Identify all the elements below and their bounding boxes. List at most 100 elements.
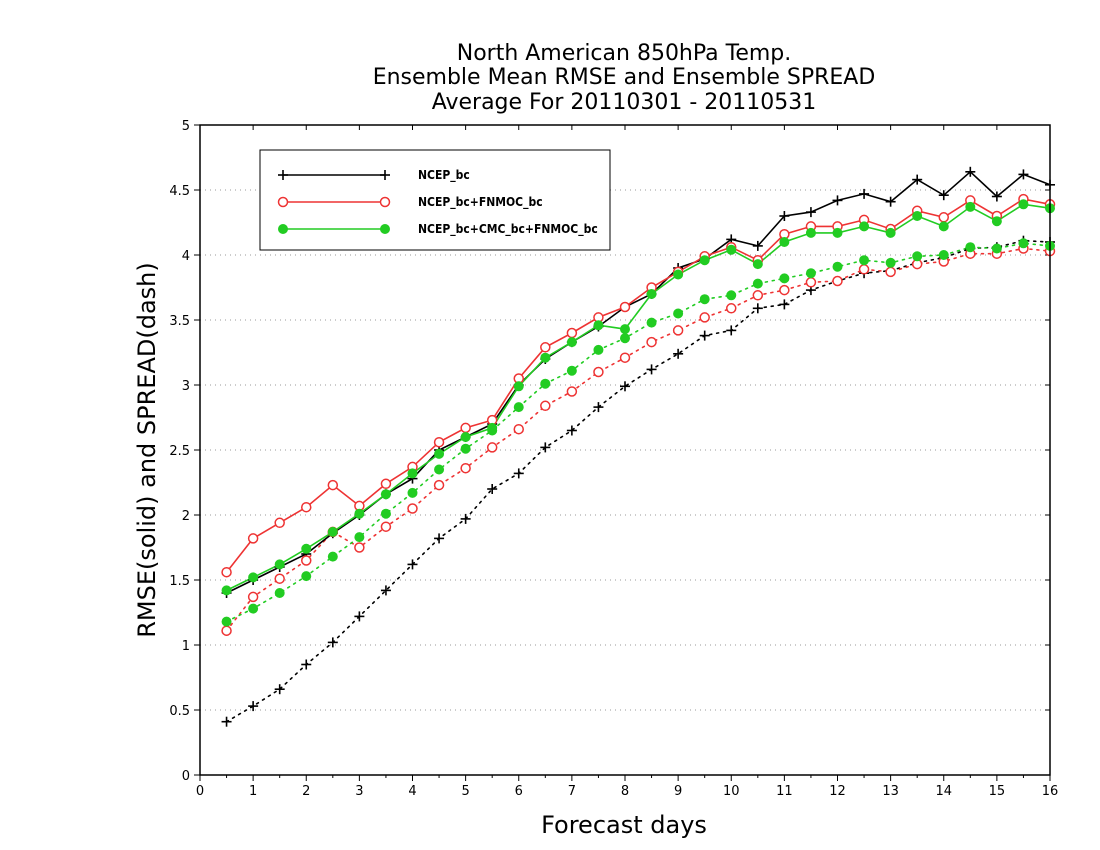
point-ncep-bc-cmc-bc-fnmoc-bc-rmse: [779, 237, 790, 247]
point-ncep-bc-spread: [327, 637, 338, 648]
point-ncep-bc-cmc-bc-fnmoc-bc-rmse: [354, 508, 365, 519]
y-tick-label: 1.5: [169, 574, 190, 589]
point-ncep-bc-spread: [248, 701, 259, 712]
point-ncep-bc-rmse: [859, 188, 870, 199]
x-tick-label: 6: [515, 784, 523, 799]
point-ncep-bc-fnmoc-bc-spread: [460, 462, 471, 474]
point-ncep-bc-rmse: [912, 174, 923, 185]
point-ncep-bc-cmc-bc-fnmoc-bc-spread: [460, 443, 471, 454]
legend-entry-ncep-bc-fnmoc-bc: NCEP_bc+FNMOC_bc: [277, 195, 543, 210]
legend-marker-right: [380, 224, 390, 234]
point-ncep-bc-cmc-bc-fnmoc-bc-spread: [912, 251, 923, 262]
point-ncep-bc-cmc-bc-fnmoc-bc-rmse: [991, 216, 1002, 227]
legend: NCEP_bc NCEP_bc+FNMOC_bc NCEP_bc+CMC_bc+FN…: [259, 149, 611, 251]
legend-label: NCEP_bc+CMC_bc+FNMOC_bc: [418, 222, 598, 237]
chart-title: North American 850hPa Temp. Ensemble Mea…: [373, 41, 876, 115]
point-ncep-bc-cmc-bc-fnmoc-bc-spread: [1018, 238, 1029, 249]
point-ncep-bc-fnmoc-bc-spread: [646, 336, 657, 348]
point-ncep-bc-cmc-bc-fnmoc-bc-spread: [301, 571, 312, 582]
x-tick-label: 4: [408, 784, 416, 799]
point-ncep-bc-fnmoc-bc-spread: [354, 542, 365, 553]
point-ncep-bc-fnmoc-bc-spread: [540, 400, 551, 412]
point-ncep-bc-cmc-bc-fnmoc-bc-rmse: [301, 543, 312, 554]
point-ncep-bc-fnmoc-bc-spread: [726, 303, 737, 314]
point-ncep-bc-cmc-bc-fnmoc-bc-spread: [752, 278, 763, 289]
point-ncep-bc-rmse: [805, 207, 816, 218]
point-ncep-bc-cmc-bc-fnmoc-bc-spread: [699, 294, 710, 305]
y-tick-label: 1: [182, 639, 190, 654]
point-ncep-bc-spread: [699, 330, 710, 341]
legend-marker-left: [278, 170, 288, 180]
point-ncep-bc-cmc-bc-fnmoc-bc-spread: [540, 378, 551, 389]
point-ncep-bc-cmc-bc-fnmoc-bc-rmse: [221, 585, 232, 596]
point-ncep-bc-spread: [407, 559, 418, 570]
point-ncep-bc-cmc-bc-fnmoc-bc-rmse: [699, 255, 710, 266]
point-ncep-bc-cmc-bc-fnmoc-bc-spread: [221, 616, 232, 627]
legend-box: [259, 149, 611, 251]
point-ncep-bc-cmc-bc-fnmoc-bc-spread: [859, 255, 870, 266]
legend-label: NCEP_bc: [418, 168, 470, 183]
point-ncep-bc-cmc-bc-fnmoc-bc-spread: [938, 250, 949, 260]
point-ncep-bc-fnmoc-bc-spread: [752, 290, 764, 301]
point-ncep-bc-cmc-bc-fnmoc-bc-rmse: [487, 422, 498, 433]
x-tick-label: 15: [989, 784, 1006, 799]
point-ncep-bc-spread: [646, 364, 657, 375]
x-tick-label: 7: [568, 784, 576, 799]
point-ncep-bc-fnmoc-bc-rmse: [619, 301, 631, 313]
chart-title-line-1: North American 850hPa Temp.: [457, 41, 792, 66]
point-ncep-bc-cmc-bc-fnmoc-bc-rmse: [646, 289, 657, 299]
point-ncep-bc-cmc-bc-fnmoc-bc-rmse: [407, 468, 418, 479]
point-ncep-bc-cmc-bc-fnmoc-bc-spread: [965, 242, 976, 253]
point-ncep-bc-cmc-bc-fnmoc-bc-rmse: [805, 227, 816, 238]
point-ncep-bc-fnmoc-bc-rmse: [540, 342, 551, 353]
point-ncep-bc-fnmoc-bc-spread: [486, 442, 498, 453]
point-ncep-bc-fnmoc-bc-rmse: [301, 501, 312, 513]
y-axis-label: RMSE(solid) and SPREAD(dash): [133, 262, 161, 638]
y-tick-label: 2: [182, 509, 190, 524]
chart-title-line-3: Average For 20110301 - 20110531: [432, 90, 817, 115]
point-ncep-bc-fnmoc-bc-spread: [513, 423, 524, 435]
point-ncep-bc-fnmoc-bc-spread: [699, 312, 710, 323]
point-ncep-bc-cmc-bc-fnmoc-bc-spread: [620, 333, 630, 344]
point-ncep-bc-cmc-bc-fnmoc-bc-rmse: [673, 269, 684, 280]
series-ncep-bc-cmc-bc-fnmoc-bc-rmse-line: [226, 203, 1051, 592]
point-ncep-bc-spread: [274, 684, 285, 695]
point-ncep-bc-fnmoc-bc-rmse: [380, 478, 392, 490]
point-ncep-bc-spread: [593, 402, 604, 413]
point-ncep-bc-rmse: [938, 190, 949, 201]
point-ncep-bc-cmc-bc-fnmoc-bc-spread: [274, 588, 285, 598]
legend-entry-ncep-bc: NCEP_bc: [278, 168, 470, 183]
point-ncep-bc-fnmoc-bc-spread: [566, 386, 578, 397]
point-ncep-bc-spread: [566, 425, 577, 436]
point-ncep-bc-cmc-bc-fnmoc-bc-rmse: [434, 448, 445, 459]
legend-marker-left: [278, 224, 288, 234]
point-ncep-bc-fnmoc-bc-spread: [274, 573, 285, 584]
x-tick-label: 0: [196, 784, 204, 799]
point-ncep-bc-fnmoc-bc-rmse: [460, 422, 471, 434]
x-tick-label: 5: [461, 784, 469, 799]
point-ncep-bc-cmc-bc-fnmoc-bc-rmse: [912, 211, 923, 221]
point-ncep-bc-fnmoc-bc-spread: [433, 479, 445, 491]
y-tick-label: 0: [182, 769, 190, 784]
point-ncep-bc-cmc-bc-fnmoc-bc-spread: [726, 290, 737, 301]
point-ncep-bc-cmc-bc-fnmoc-bc-rmse: [726, 244, 737, 255]
x-tick-label: 14: [935, 784, 952, 799]
point-ncep-bc-cmc-bc-fnmoc-bc-rmse: [380, 489, 391, 500]
point-ncep-bc-cmc-bc-fnmoc-bc-spread: [673, 308, 684, 319]
point-ncep-bc-cmc-bc-fnmoc-bc-spread: [779, 273, 790, 284]
x-tick-label: 1: [249, 784, 257, 799]
point-ncep-bc-fnmoc-bc-spread: [779, 284, 790, 296]
x-tick-label: 8: [621, 784, 629, 799]
point-ncep-bc-cmc-bc-fnmoc-bc-spread: [434, 464, 445, 475]
y-tick-label: 0.5: [169, 704, 190, 719]
legend-marker-left: [277, 196, 289, 208]
point-ncep-bc-rmse: [832, 195, 843, 206]
point-ncep-bc-spread: [752, 303, 763, 314]
point-ncep-bc-spread: [380, 585, 391, 596]
point-ncep-bc-cmc-bc-fnmoc-bc-spread: [566, 365, 577, 376]
point-ncep-bc-cmc-bc-fnmoc-bc-rmse: [885, 227, 896, 238]
point-ncep-bc-cmc-bc-fnmoc-bc-rmse: [327, 526, 338, 537]
point-ncep-bc-fnmoc-bc-spread: [805, 277, 817, 288]
point-ncep-bc-spread: [221, 716, 232, 727]
